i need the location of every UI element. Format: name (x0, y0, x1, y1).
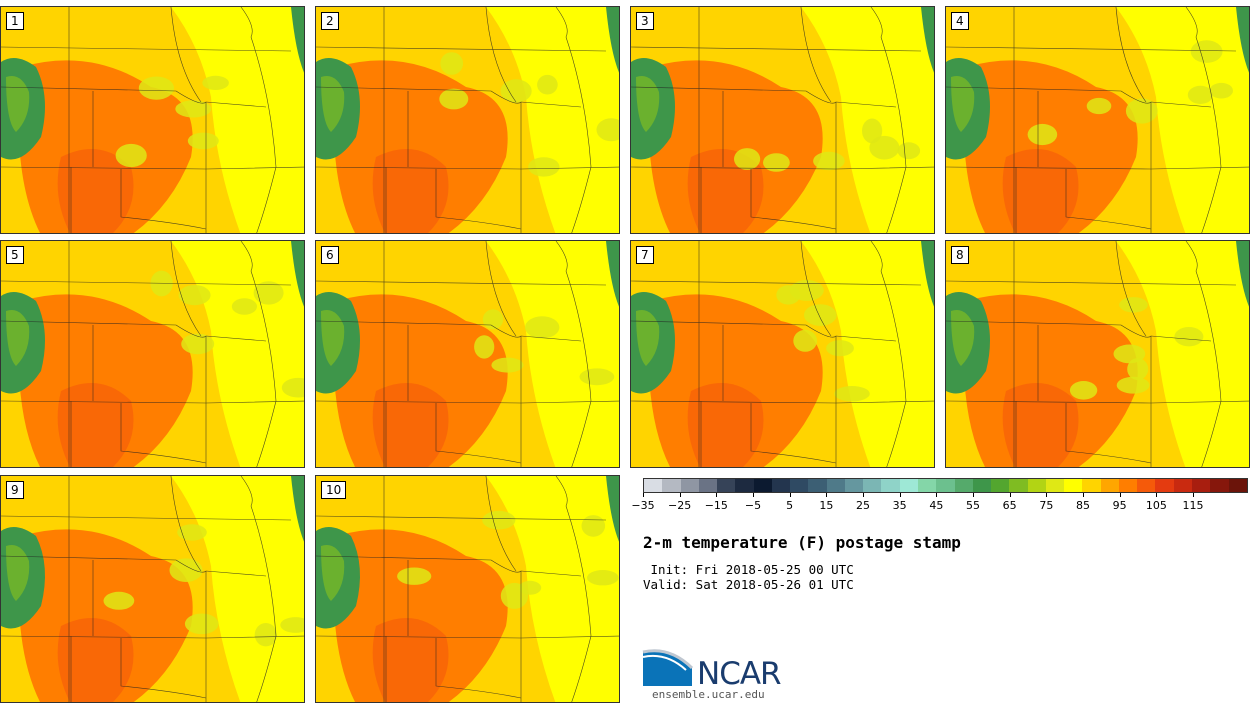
map-panel-1: 1 (0, 6, 305, 234)
panel-label: 2 (321, 12, 339, 30)
colorbar-tick-label: −5 (744, 499, 762, 512)
colorbar-segment (1009, 479, 1028, 492)
colorbar-segment (1064, 479, 1083, 492)
colorbar-tick-mark (679, 493, 681, 497)
colorbar-tick-label: 55 (966, 499, 980, 512)
colorbar-tick-mark (1119, 493, 1121, 497)
colorbar-segment (644, 479, 663, 492)
colorbar-tick-label: 85 (1076, 499, 1090, 512)
colorbar-tick-mark (863, 493, 864, 497)
colorbar-segment (808, 479, 827, 492)
colorbar-tick-mark (973, 493, 974, 497)
panel-label: 7 (636, 246, 654, 264)
colorbar-segment (1191, 479, 1211, 492)
colorbar-segment (1045, 479, 1065, 492)
colorbar-ticks: −35 −25 −15 −5 5 15 25 35 45 55 65 75 85 95 105 115 (631, 493, 1248, 515)
colorbar-segment (954, 479, 973, 492)
panel-label: 4 (951, 12, 969, 30)
colorbar-segment (1210, 479, 1229, 492)
logo-url: ensemble.ucar.edu (652, 688, 765, 701)
colorbar-tick-mark (899, 493, 901, 497)
map-panel-6: 6 (315, 240, 620, 468)
colorbar-segment (936, 479, 955, 492)
colorbar-tick-label: 105 (1145, 499, 1167, 512)
chart-title: 2-m temperature (F) postage stamp (643, 533, 961, 552)
colorbar-segment (972, 479, 992, 492)
colorbar-segment (844, 479, 864, 492)
map-panel-4: 4 (945, 6, 1250, 234)
colorbar-segment (735, 479, 754, 492)
colorbar-segment (826, 479, 845, 492)
colorbar-segment (1027, 479, 1046, 492)
colorbar-segment (1118, 479, 1138, 492)
colorbar-segment (917, 479, 937, 492)
colorbar-segment (863, 479, 882, 492)
panel-label: 9 (6, 481, 24, 499)
colorbar-tick-label: 35 (892, 499, 907, 512)
valid-time: Valid: Sat 2018-05-26 01 UTC (643, 577, 854, 592)
colorbar-segment (717, 479, 736, 492)
colorbar-segment (881, 479, 900, 492)
colorbar-tick-mark (1009, 493, 1011, 497)
colorbar-tick-label: −35 (631, 499, 655, 512)
colorbar-tick-label: 15 (819, 499, 834, 512)
colorbar-segment (899, 479, 918, 492)
colorbar-segment (771, 479, 791, 492)
colorbar-tick-mark (753, 493, 754, 497)
init-time: Init: Fri 2018-05-25 00 UTC (643, 562, 854, 577)
panel-label: 10 (321, 481, 347, 499)
colorbar-segment (1228, 479, 1247, 492)
colorbar-tick-label: 25 (856, 499, 870, 512)
colorbar-tick-label: 95 (1112, 499, 1127, 512)
colorbar-tick-label: 45 (929, 499, 944, 512)
colorbar-tick-mark (716, 493, 718, 497)
colorbar-tick-mark (826, 493, 828, 497)
colorbar-tick-mark (1046, 493, 1048, 497)
colorbar-segment (753, 479, 772, 492)
colorbar-segment (1082, 479, 1101, 492)
panel-label: 6 (321, 246, 339, 264)
panel-label: 8 (951, 246, 969, 264)
map-panel-9: 9 (0, 475, 305, 703)
colorbar-tick-label: 65 (1002, 499, 1017, 512)
panel-label: 5 (6, 246, 24, 264)
map-panel-8: 8 (945, 240, 1250, 468)
colorbar-segment (1173, 479, 1192, 492)
map-panel-2: 2 (315, 6, 620, 234)
colorbar-tick-label: −15 (704, 499, 728, 512)
colorbar-segment (991, 479, 1010, 492)
colorbar-segment (662, 479, 681, 492)
panel-label: 1 (6, 12, 24, 30)
ncar-logo-icon (642, 649, 694, 686)
colorbar-segment (698, 479, 718, 492)
panel-label: 3 (636, 12, 654, 30)
map-panel-3: 3 (630, 6, 935, 234)
colorbar-tick-mark (1193, 493, 1194, 497)
colorbar-segment (1155, 479, 1174, 492)
colorbar-tick-label: 5 (786, 499, 794, 512)
colorbar-tick-mark (789, 493, 791, 497)
colorbar-tick-label: 115 (1182, 499, 1204, 512)
map-panel-5: 5 (0, 240, 305, 468)
colorbar-tick-label: 75 (1039, 499, 1054, 512)
colorbar (643, 478, 1248, 493)
map-panel-10: 10 (315, 475, 620, 703)
colorbar-tick-mark (936, 493, 938, 497)
colorbar-segment (1137, 479, 1156, 492)
colorbar-tick-mark (1156, 493, 1158, 497)
colorbar-tick-mark (643, 493, 644, 497)
colorbar-segment (680, 479, 699, 492)
colorbar-segment (790, 479, 809, 492)
colorbar-tick-mark (1083, 493, 1084, 497)
colorbar-segment (1100, 479, 1119, 492)
logo-text: NCAR (697, 656, 782, 692)
map-panel-7: 7 (630, 240, 935, 468)
colorbar-tick-label: −25 (668, 499, 692, 512)
